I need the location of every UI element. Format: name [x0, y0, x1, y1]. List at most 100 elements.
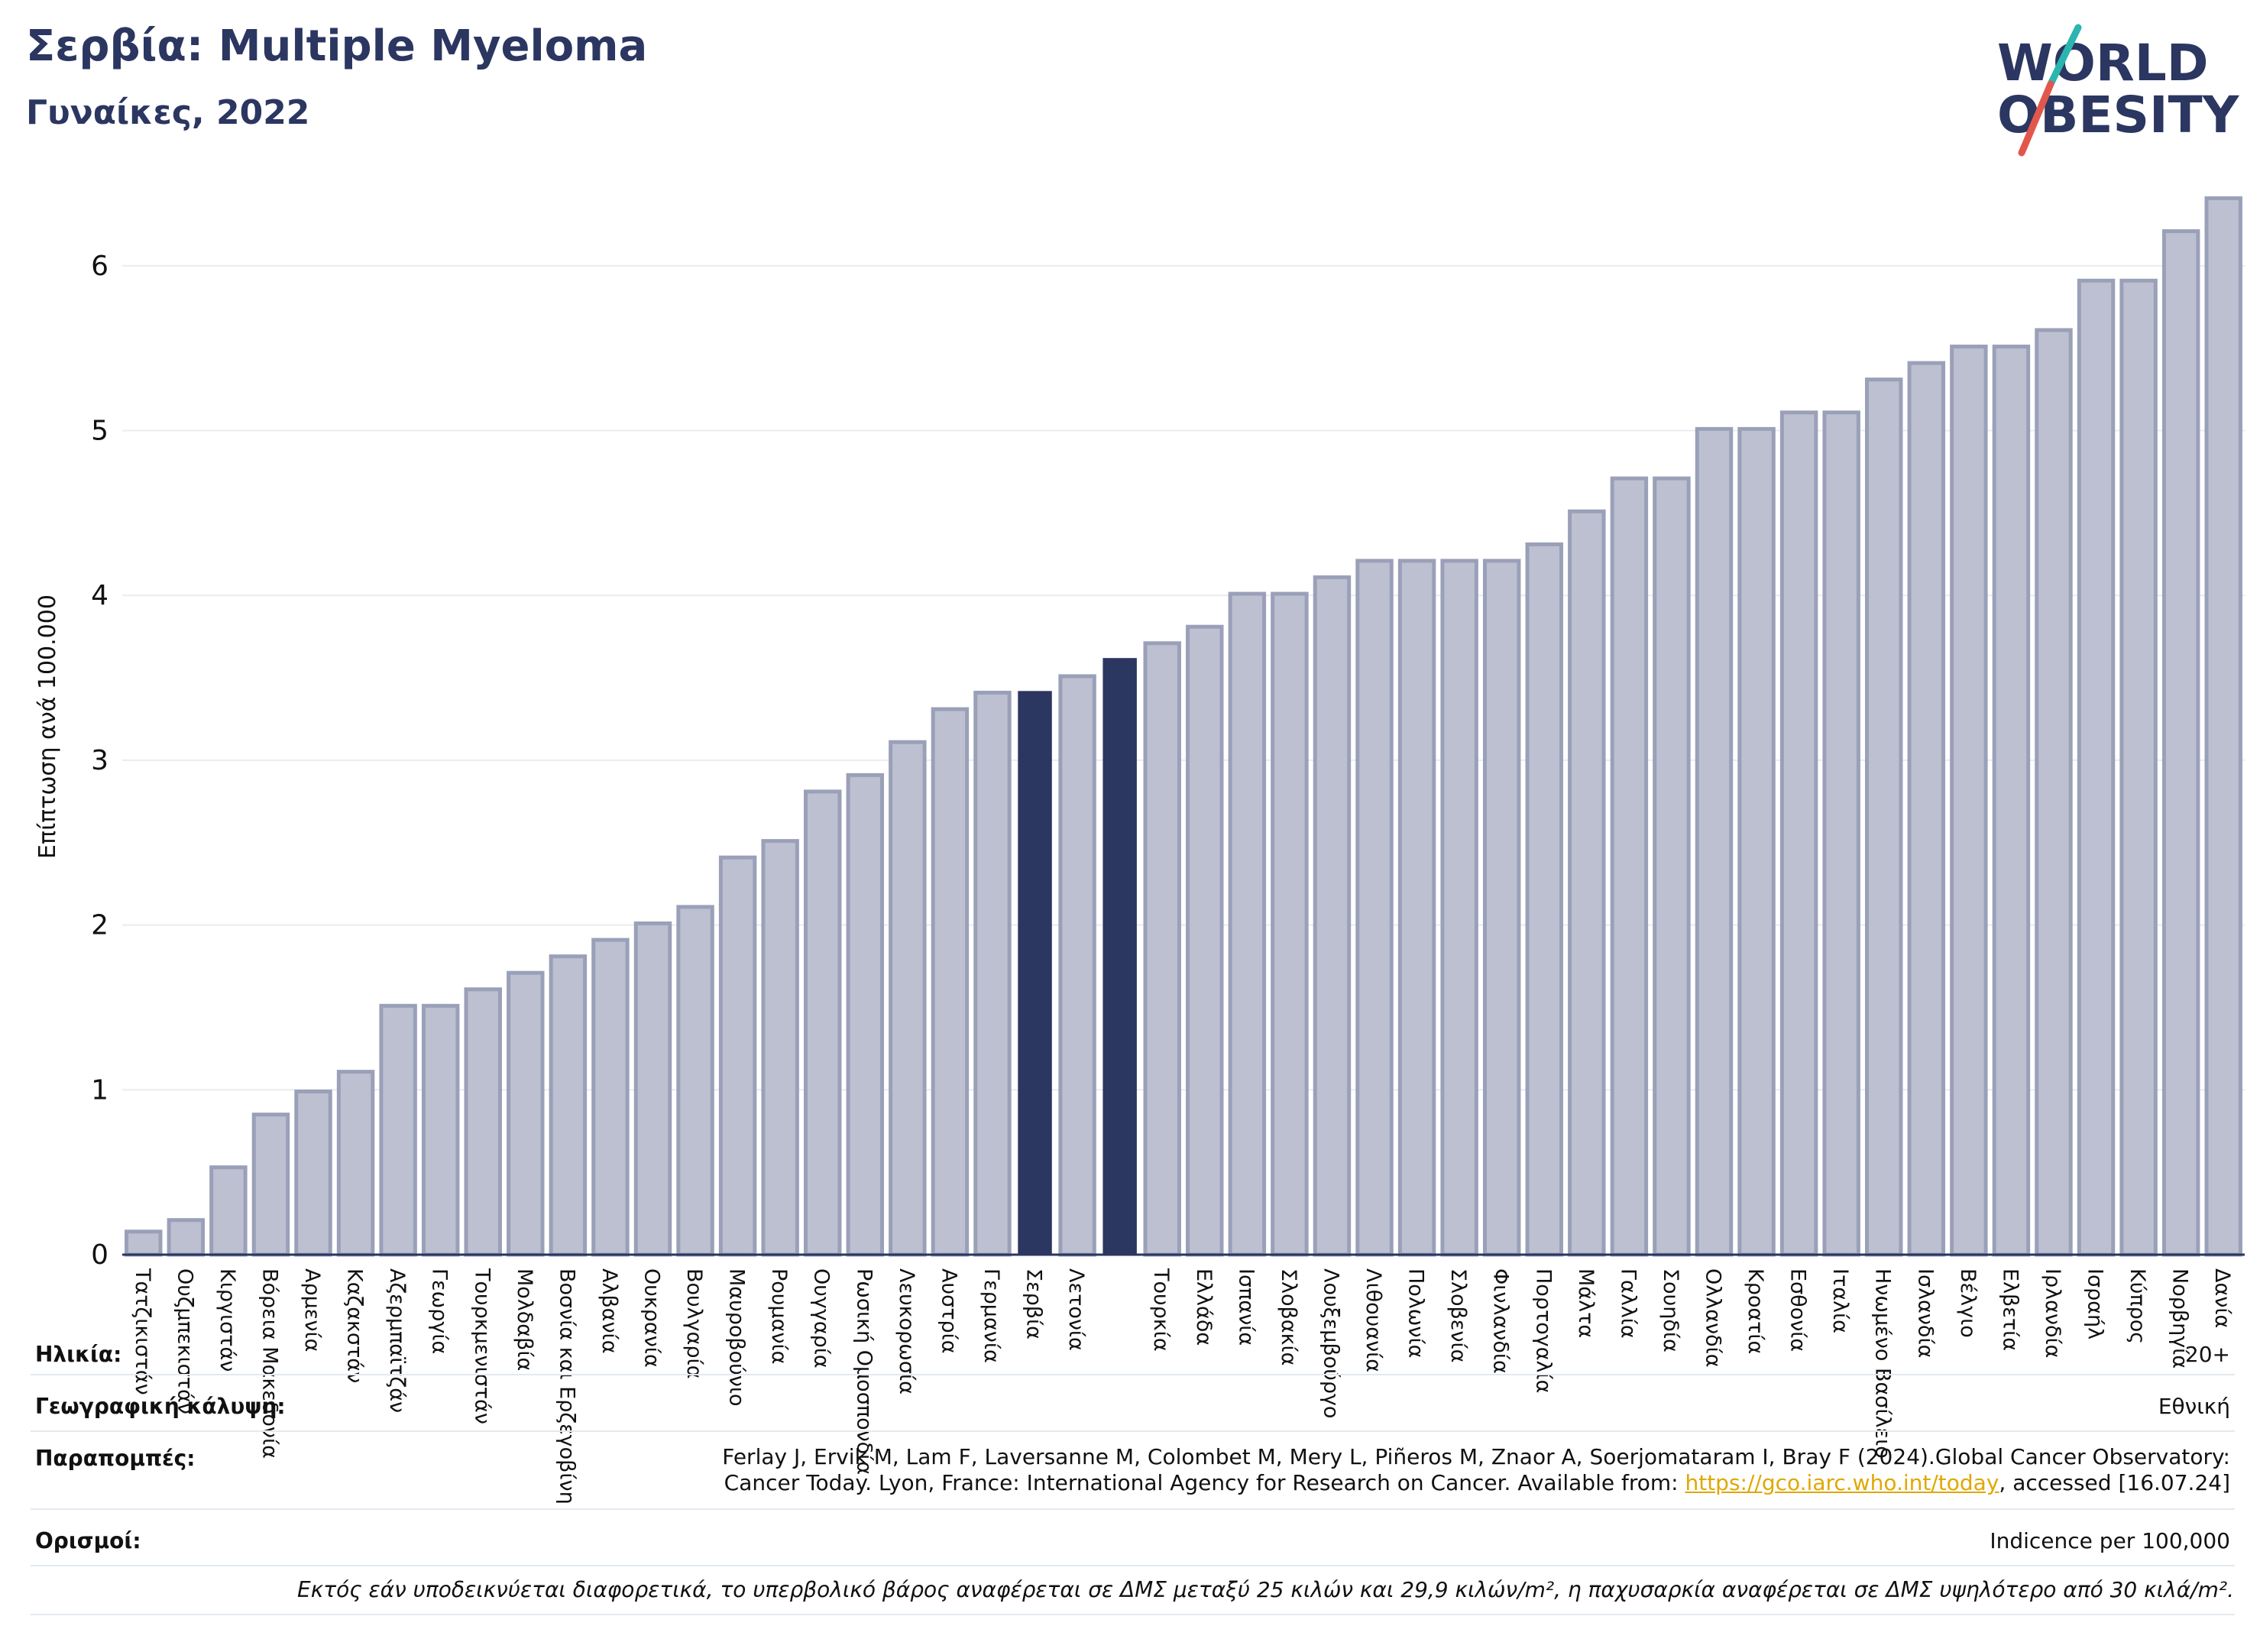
bar	[676, 905, 714, 1257]
bar	[718, 855, 757, 1257]
bar	[549, 954, 588, 1257]
refs-value: Ferlay J, Ervik M, Lam F, Laversanne M, …	[722, 1444, 2230, 1496]
y-tick-label: 4	[91, 580, 108, 611]
bar	[1779, 410, 1818, 1257]
bar	[336, 1070, 375, 1257]
x-tick-label: Ρουμανία	[767, 1268, 791, 1364]
y-axis-label: Επίπτωση ανά 100.000	[34, 594, 61, 859]
x-tick-label: Μολδαβία	[513, 1268, 536, 1371]
bar	[251, 1113, 290, 1257]
x-tick-label: Γερμανία	[979, 1268, 1003, 1363]
x-tick-label: Λιθουανία	[1362, 1268, 1385, 1372]
bar	[931, 707, 970, 1257]
y-tick-label: 3	[91, 745, 108, 776]
refs-line1: Ferlay J, Ervik M, Lam F, Laversanne M, …	[722, 1444, 2230, 1469]
page-title: Σερβία: Multiple Myeloma	[26, 21, 648, 71]
bar	[1018, 691, 1052, 1255]
bar	[421, 1003, 460, 1257]
refs-line2: Cancer Today. Lyon, France: Internationa…	[722, 1470, 2230, 1496]
x-tick-label: Νορβηγία	[2168, 1268, 2192, 1369]
logo-line1: WORLD	[1997, 34, 2209, 92]
bar	[294, 1089, 332, 1257]
bar	[761, 839, 799, 1257]
bar	[804, 789, 842, 1257]
bar	[1695, 426, 1734, 1257]
bar	[1313, 575, 1352, 1257]
bar	[2077, 278, 2116, 1257]
x-tick-label: Καζακστάν	[343, 1268, 367, 1383]
x-tick-label: Τουρκία	[1149, 1268, 1173, 1352]
y-tick-label: 6	[91, 251, 108, 282]
bar	[209, 1165, 248, 1257]
x-tick-label: Κύπρος	[2126, 1268, 2149, 1344]
bar	[1186, 624, 1224, 1257]
x-tick-label: Σλοβακία	[1277, 1268, 1300, 1365]
bar	[1482, 559, 1521, 1257]
x-tick-label: Ισραήλ	[2084, 1268, 2107, 1339]
x-tick-label: Ουζμπεκιστάν	[173, 1268, 196, 1414]
bar	[1355, 559, 1394, 1257]
defs-label: Ορισμοί:	[35, 1528, 141, 1553]
x-tick-label: Σουηδία	[1659, 1268, 1682, 1352]
footnote: Εκτός εάν υποδεικνύεται διαφορετικά, το …	[297, 1577, 2234, 1602]
world-obesity-logo: WORLD OBESITY	[1986, 23, 2246, 160]
bar	[2035, 328, 2073, 1257]
bar	[1271, 591, 1309, 1257]
x-tick-label: Ελλάδα	[1192, 1268, 1216, 1346]
x-tick-label: Βοσνία και Ερζεγοβίνη	[555, 1268, 578, 1505]
age-label: Ηλικία:	[35, 1342, 122, 1367]
x-tick-label: Αρμενία	[300, 1268, 324, 1352]
bar	[1058, 674, 1096, 1257]
bar	[2204, 196, 2242, 1257]
x-tick-label: Πορτογαλία	[1531, 1268, 1555, 1393]
x-tick-label: Τουρκμενιστάν	[470, 1268, 494, 1424]
x-tick-label: Ελβετία	[1998, 1268, 2022, 1351]
bar	[1907, 361, 1946, 1257]
age-value: 20+	[2184, 1342, 2230, 1367]
page-subtitle: Γυναίκες, 2022	[26, 93, 310, 132]
y-tick-label: 2	[91, 910, 108, 941]
x-tick-label: Κιργιστάν	[215, 1268, 239, 1372]
bar	[1397, 559, 1436, 1257]
defs-value: Indicence per 100,000	[1990, 1528, 2230, 1553]
bottom-divider	[31, 1614, 2235, 1615]
x-tick-label: Γαλλία	[1616, 1268, 1640, 1339]
x-tick-label: Γεωργία	[428, 1268, 452, 1354]
bar	[973, 690, 1012, 1257]
x-tick-label: Τατζικιστάν	[131, 1268, 154, 1395]
bar	[1228, 591, 1267, 1257]
bar	[1440, 559, 1478, 1257]
bar	[1950, 345, 1988, 1257]
bar	[1822, 410, 1860, 1257]
y-tick-label: 0	[91, 1239, 108, 1271]
x-tick-label: Ουγγαρία	[810, 1268, 834, 1369]
meta-refs-row: Παραπομπές: Ferlay J, Ervik M, Lam F, La…	[31, 1432, 2235, 1510]
y-tick-label: 1	[91, 1074, 108, 1106]
bar	[167, 1218, 206, 1257]
x-tick-label: Λετονία	[1064, 1268, 1088, 1351]
bar	[507, 970, 545, 1257]
x-tick-label: Ισλανδία	[1913, 1268, 1937, 1358]
bar	[1653, 476, 1691, 1257]
x-tick-label: Σλοβενία	[1446, 1268, 1470, 1362]
coverage-value: Εθνική	[2158, 1394, 2230, 1419]
x-tick-label: Ουκρανία	[640, 1268, 664, 1368]
x-tick-label: Ολλανδία	[1701, 1268, 1725, 1368]
bar	[464, 987, 502, 1257]
x-tick-label: Πολωνία	[1404, 1268, 1428, 1358]
refs-line2-post: , accessed [16.07.24]	[1999, 1470, 2230, 1495]
meta-coverage-row: Γεωγραφική κάλυψη: Εθνική	[31, 1375, 2235, 1432]
coverage-label: Γεωγραφική κάλυψη:	[35, 1394, 286, 1419]
x-tick-label: Ιταλία	[1828, 1268, 1852, 1333]
bar	[846, 773, 885, 1257]
refs-link[interactable]: https://gco.iarc.who.int/today	[1685, 1470, 1999, 1495]
x-tick-label: Αζερμπαϊτζάν	[385, 1268, 409, 1413]
logo-slash-icon	[2018, 24, 2082, 157]
bar	[1525, 542, 1563, 1257]
bar	[1102, 658, 1137, 1255]
x-tick-label: Ισπανία	[1234, 1268, 1258, 1346]
x-tick-label: Βέλγιο	[1956, 1268, 1980, 1338]
x-tick-label: Εσθονία	[1786, 1268, 1810, 1352]
x-tick-label: Ηνωμένο Βασίλειο	[1871, 1268, 1895, 1459]
x-tick-label: Φινλανδία	[1489, 1268, 1513, 1374]
